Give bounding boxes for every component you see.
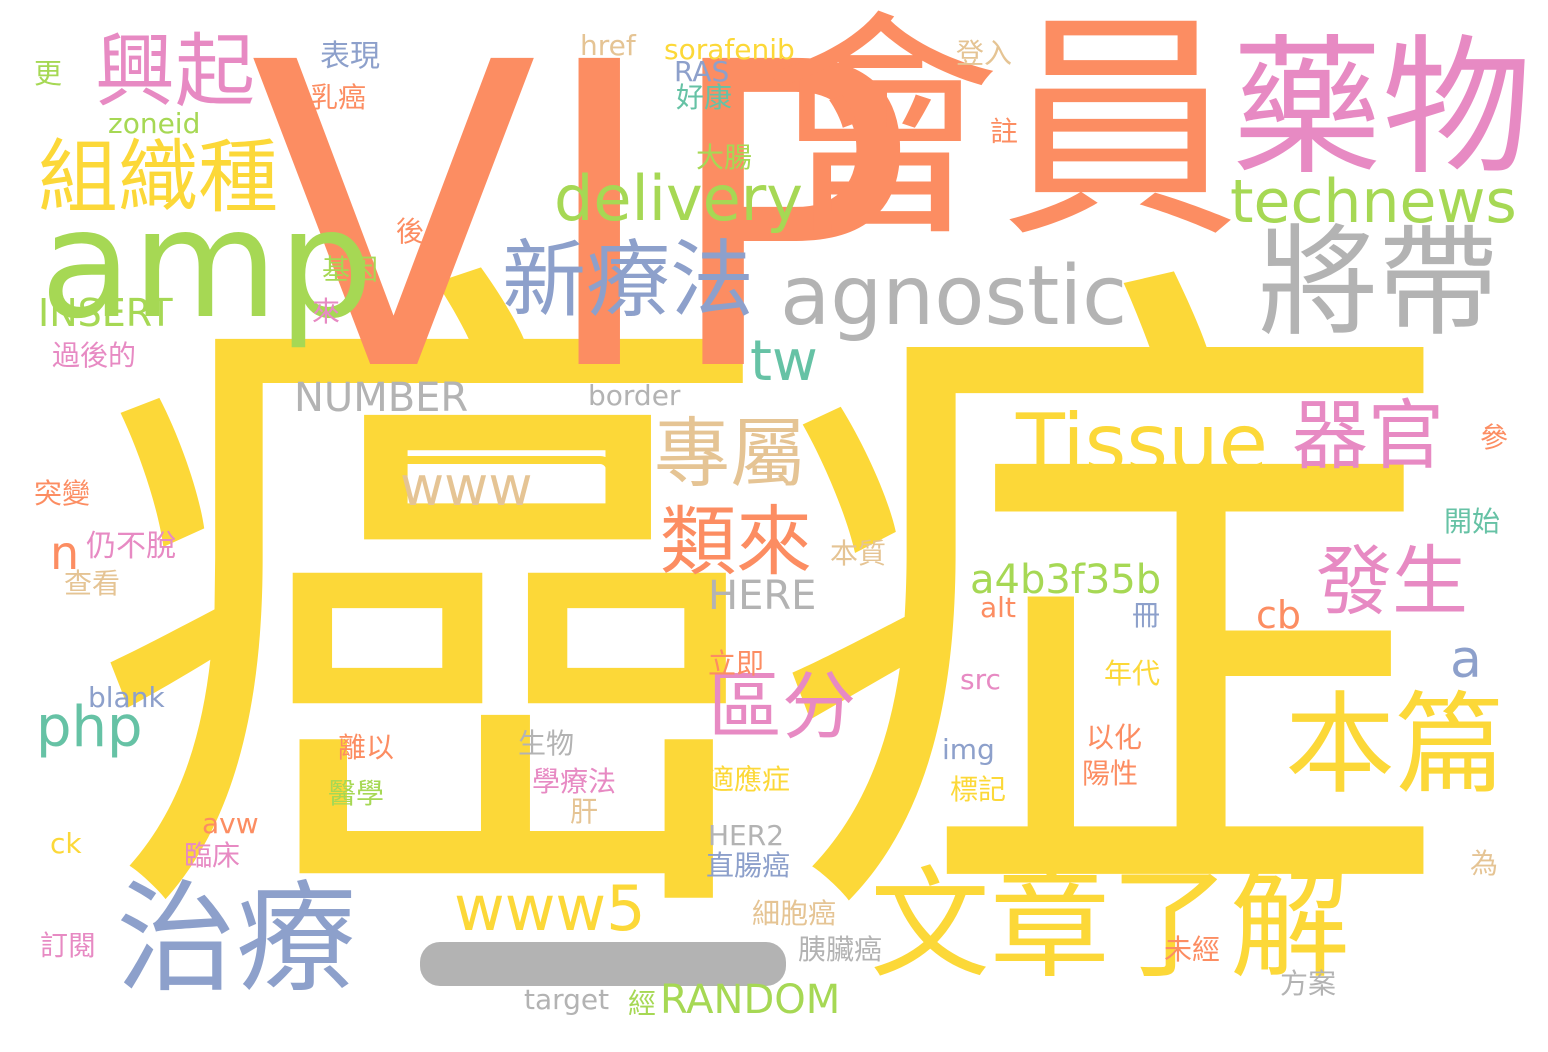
- tan-box-decoration: [366, 456, 614, 522]
- cloud-word: Tissue: [1016, 397, 1268, 490]
- cloud-word: 過後的: [52, 339, 137, 372]
- cloud-word: 癌症: [90, 214, 1450, 1005]
- cloud-word: agnostic: [780, 249, 1128, 344]
- cloud-word: 開始: [1444, 505, 1501, 538]
- cloud-word: 方案: [1280, 967, 1337, 1000]
- cloud-word: technews: [1230, 167, 1517, 237]
- cloud-word: cb: [1256, 593, 1302, 637]
- cloud-word: 治療: [116, 870, 356, 1009]
- cloud-word: 突變: [34, 477, 91, 510]
- cloud-word: 仍不脫: [86, 529, 176, 564]
- cloud-word: 興起: [95, 25, 255, 118]
- cloud-word: www5: [454, 872, 646, 945]
- cloud-word: 學療法: [532, 765, 617, 798]
- cloud-word: www: [400, 455, 533, 518]
- cloud-word: zoneid: [108, 107, 201, 140]
- cloud-word: n: [50, 526, 80, 580]
- cloud-word: sorafenib: [664, 33, 795, 66]
- cloud-word: php: [36, 695, 143, 760]
- cloud-word: 肝: [570, 795, 599, 828]
- cloud-word: href: [580, 29, 636, 62]
- cloud-word: 年代: [1104, 657, 1161, 690]
- cloud-word: 冊: [1132, 599, 1161, 632]
- cloud-word: 查看: [64, 567, 121, 600]
- cloud-word: 後: [396, 215, 425, 248]
- cloud-word: img: [942, 733, 995, 766]
- cloud-word: 表現: [320, 39, 380, 74]
- cloud-word: 胰臟癌: [798, 933, 883, 966]
- cloud-word: target: [524, 983, 610, 1016]
- cloud-word: a: [1450, 630, 1482, 690]
- cloud-word: INSERT: [38, 291, 173, 335]
- cloud-word: 發生: [1316, 537, 1468, 626]
- cloud-word: src: [960, 663, 1001, 696]
- cloud-word: 更: [34, 57, 63, 90]
- cloud-word: 將帶: [1258, 214, 1498, 353]
- cloud-word: avw: [202, 807, 259, 840]
- cloud-word: 組織種: [38, 131, 278, 224]
- cloud-word: 參: [1480, 421, 1509, 454]
- cloud-word: HERE: [708, 573, 817, 619]
- cloud-word: border: [588, 379, 681, 412]
- cloud-word: 臨床: [184, 839, 241, 872]
- cloud-word: 未經: [1164, 933, 1221, 966]
- cloud-word: 會員: [760, 0, 1241, 270]
- cloud-word: 登入: [956, 37, 1013, 70]
- cloud-word: delivery: [554, 162, 803, 235]
- cloud-word: 註: [990, 115, 1019, 148]
- cloud-word: 陽性: [1082, 757, 1139, 790]
- cloud-word: 器官: [1292, 391, 1444, 480]
- cloud-word: 經: [628, 987, 657, 1020]
- cloud-word: 類來: [660, 497, 812, 586]
- cloud-word: 基因: [322, 253, 379, 286]
- cloud-word: 以化: [1086, 721, 1143, 754]
- cloud-word: amp: [40, 178, 374, 352]
- cloud-word: ck: [50, 827, 82, 860]
- cloud-word: 專屬: [654, 409, 806, 498]
- cloud-word: alt: [980, 591, 1016, 624]
- cloud-word: 醫學: [328, 777, 385, 810]
- cloud-word: 為: [1470, 847, 1499, 880]
- cloud-word: 文章了解: [870, 856, 1350, 995]
- cloud-word: 好康: [676, 81, 733, 114]
- cloud-word: 適應症: [706, 763, 791, 796]
- cloud-word: a4b3f35b: [970, 557, 1162, 603]
- cloud-word: 直腸癌: [706, 849, 791, 882]
- cloud-word: 本篇: [1285, 681, 1505, 809]
- cloud-word: 藥物: [1232, 22, 1533, 196]
- cloud-word: 大腸: [696, 141, 753, 174]
- cloud-word: tw: [750, 329, 818, 394]
- cloud-word: 標記: [950, 773, 1007, 806]
- cloud-word: RAS: [674, 55, 730, 88]
- cloud-word: 新療法: [502, 231, 755, 329]
- cloud-word: 本質: [830, 537, 887, 570]
- cloud-word: NUMBER: [294, 375, 469, 421]
- cloud-word: HER2: [708, 819, 785, 852]
- cloud-word: 來: [312, 295, 341, 328]
- cloud-word: 乳癌: [310, 81, 367, 114]
- cloud-word: 立即: [708, 647, 765, 680]
- gray-bar-decoration: [420, 942, 786, 986]
- cloud-word: blank: [88, 681, 165, 714]
- cloud-word: 生物: [518, 727, 575, 760]
- cloud-word: 離以: [338, 731, 395, 764]
- cloud-word: 訂閱: [40, 929, 97, 962]
- cloud-word: RANDOM: [660, 977, 841, 1023]
- cloud-word: VIP: [250, 0, 915, 464]
- cloud-word: 區分: [708, 664, 856, 750]
- cloud-word: 細胞癌: [752, 897, 837, 930]
